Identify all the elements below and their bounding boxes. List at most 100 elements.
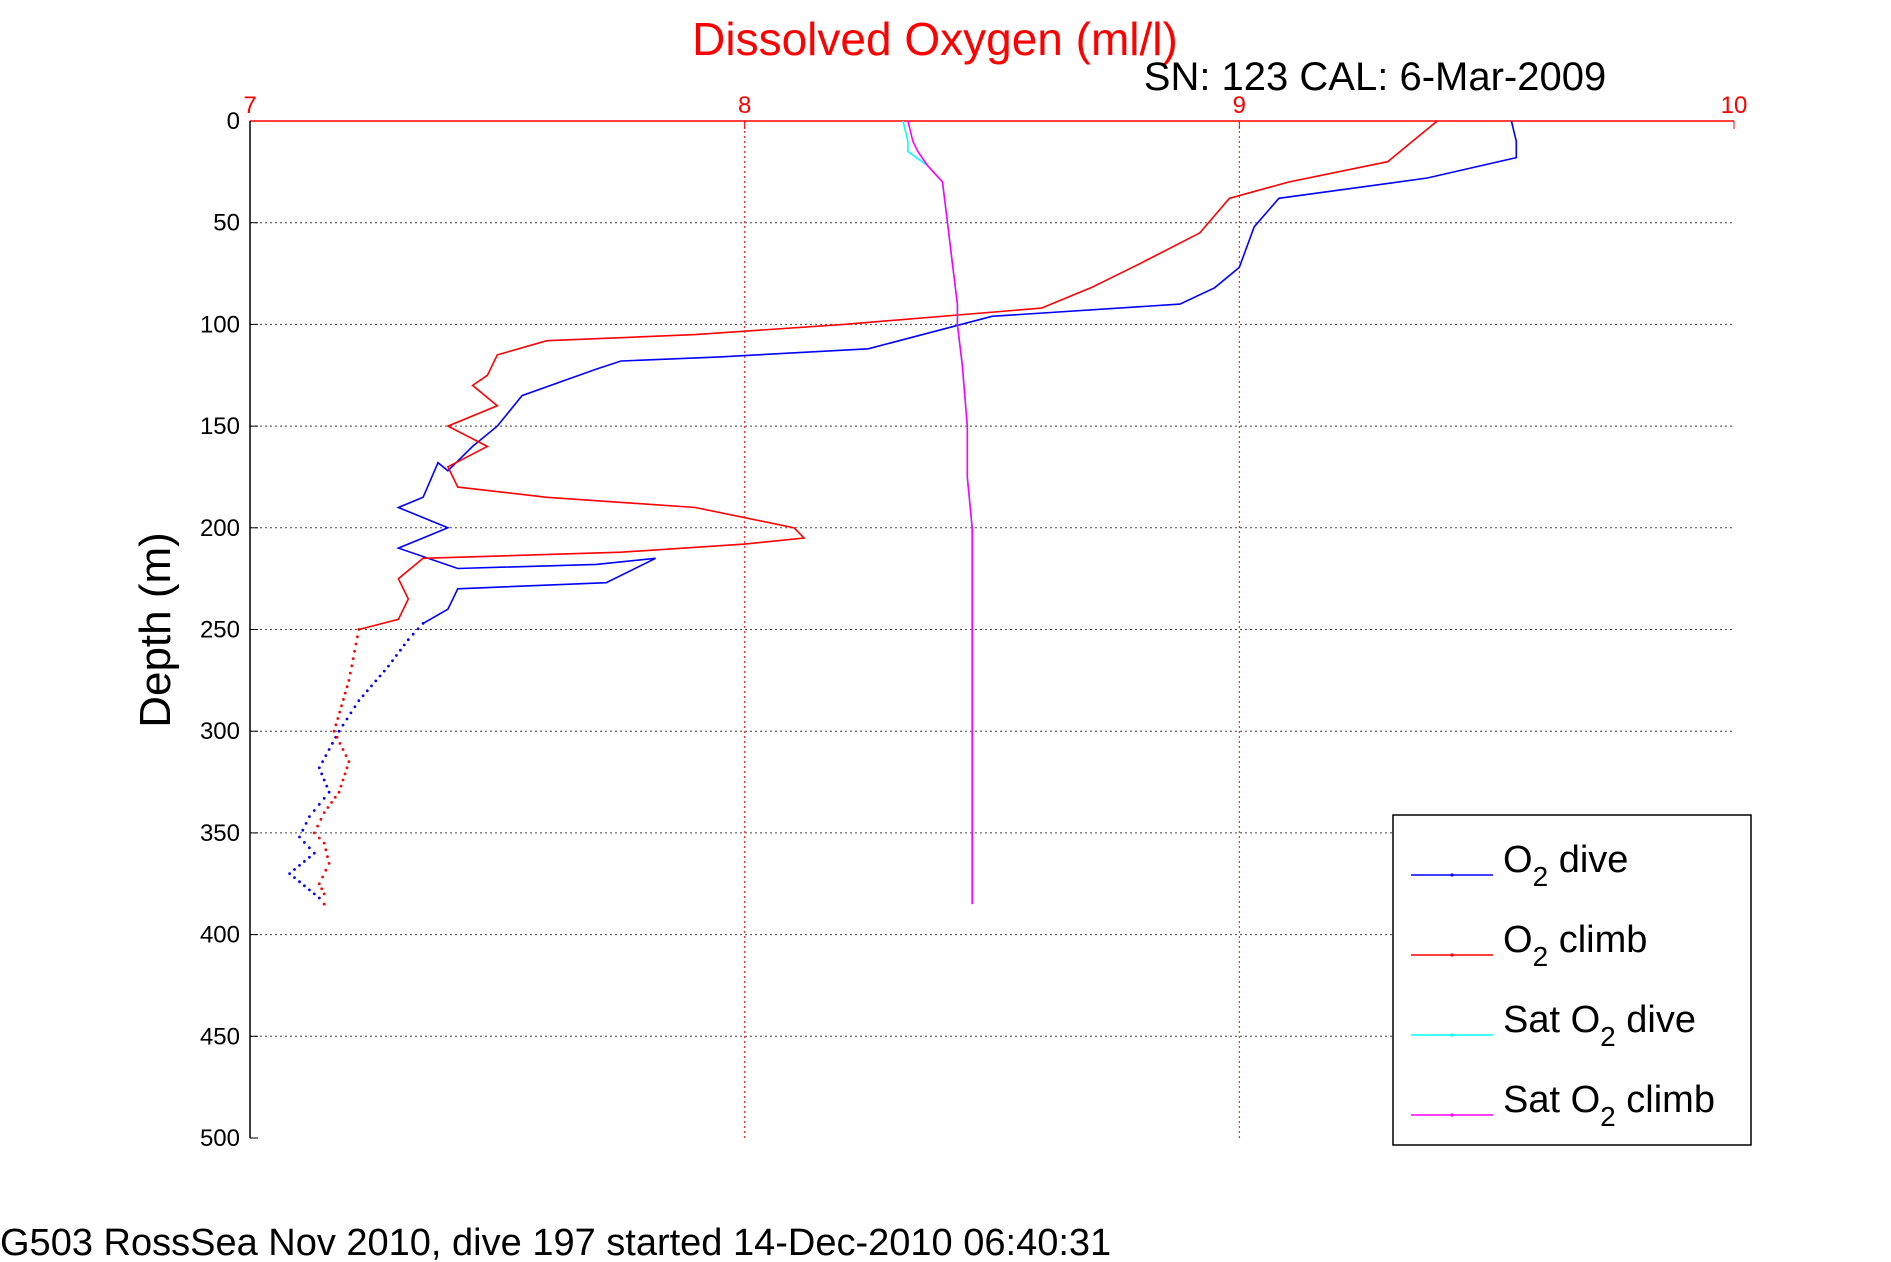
series-point-o2_dive bbox=[301, 828, 305, 832]
series-point-o2_climb bbox=[354, 642, 358, 646]
series-point-o2_dive bbox=[378, 674, 382, 678]
series-point-o2_climb bbox=[348, 671, 352, 675]
series-point-o2_dive bbox=[357, 699, 361, 703]
series-point-o2_dive bbox=[327, 748, 331, 751]
series-point-o2_dive bbox=[312, 809, 316, 812]
series-point-o2_climb bbox=[319, 817, 323, 821]
series-point-o2_climb bbox=[353, 649, 356, 653]
series-o2_dive bbox=[288, 120, 1518, 906]
series-point-o2_dive bbox=[416, 627, 420, 631]
legend-label-subscript: 2 bbox=[1600, 1021, 1616, 1052]
series-point-o2_dive bbox=[353, 705, 357, 709]
series-point-o2_dive bbox=[361, 694, 365, 698]
series-point-o2_dive bbox=[317, 896, 321, 900]
series-point-o2_climb bbox=[350, 664, 354, 668]
series-line-o2_dive bbox=[396, 120, 1518, 625]
series-point-o2_dive bbox=[312, 892, 316, 896]
series-point-o2_dive bbox=[406, 638, 410, 642]
series-point-o2_climb bbox=[334, 723, 338, 727]
x-tick-label-0: 7 bbox=[243, 92, 256, 119]
legend-label-o2_climb: O2 climb bbox=[1503, 919, 1647, 972]
series-point-o2_climb bbox=[326, 855, 329, 858]
series-point-o2_climb bbox=[341, 748, 345, 751]
series-point-o2_climb bbox=[321, 875, 324, 879]
series-point-o2_climb bbox=[324, 868, 328, 872]
legend-label-sat_o2_dive: Sat O2 dive bbox=[1503, 999, 1696, 1052]
series-point-o2_climb bbox=[344, 754, 348, 757]
series-point-o2_dive bbox=[331, 742, 334, 745]
series-point-o2_dive bbox=[288, 872, 291, 875]
legend-label-suffix: climb bbox=[1616, 1079, 1715, 1121]
series-point-o2_climb bbox=[317, 836, 321, 840]
series-point-o2_dive bbox=[308, 888, 311, 892]
series-point-o2_dive bbox=[387, 664, 390, 668]
series-point-o2_dive bbox=[298, 835, 301, 839]
series-point-o2_climb bbox=[337, 790, 341, 794]
x-tick-label-3: 10 bbox=[1721, 92, 1748, 119]
series-point-o2_climb bbox=[332, 729, 336, 733]
chart-subtitle: SN: 123 CAL: 6-Mar-2009 bbox=[1144, 55, 1606, 99]
legend-label-o2_dive: O2 dive bbox=[1503, 839, 1628, 892]
series-point-o2_climb bbox=[327, 862, 331, 865]
series-point-o2_dive bbox=[293, 876, 296, 879]
x-tick-label-2: 9 bbox=[1233, 92, 1246, 119]
series-point-o2_climb bbox=[317, 882, 321, 886]
series-point-o2_climb bbox=[322, 892, 326, 896]
series-point-o2_dive bbox=[391, 659, 394, 663]
series-point-o2_dive bbox=[382, 669, 386, 673]
legend-label-sat_o2_climb: Sat O2 climb bbox=[1503, 1079, 1715, 1132]
y-tick-label-5: 250 bbox=[200, 617, 240, 644]
series-point-o2_dive bbox=[337, 729, 341, 733]
series-point-o2_dive bbox=[399, 648, 402, 652]
series-point-o2_climb bbox=[341, 778, 345, 782]
series-point-o2_dive bbox=[341, 723, 345, 727]
series-point-o2_dive bbox=[324, 754, 328, 757]
series-point-o2_climb bbox=[336, 717, 340, 720]
legend-label-prefix: Sat O bbox=[1503, 999, 1600, 1041]
series-point-o2_climb bbox=[335, 735, 339, 739]
series-point-o2_climb bbox=[312, 831, 316, 835]
series-point-o2_climb bbox=[330, 801, 333, 804]
y-tick-label-1: 50 bbox=[213, 210, 240, 237]
series-point-o2_dive bbox=[374, 679, 378, 683]
series-point-o2_dive bbox=[303, 884, 306, 888]
series-point-o2_dive bbox=[304, 822, 308, 825]
series-point-o2_climb bbox=[322, 811, 326, 814]
series-point-o2_dive bbox=[321, 760, 324, 764]
series-point-o2_dive bbox=[320, 772, 324, 776]
y-tick-label-0: 0 bbox=[227, 108, 240, 135]
series-point-o2_dive bbox=[317, 803, 321, 806]
series-point-o2_dive bbox=[322, 778, 326, 782]
series-sat_o2_dive bbox=[902, 120, 973, 905]
series-point-o2_climb bbox=[338, 710, 342, 714]
series-point-o2_dive bbox=[322, 796, 326, 800]
series-point-o2_climb bbox=[347, 760, 351, 764]
series-point-o2_climb bbox=[343, 691, 347, 695]
legend-marker-o2_climb bbox=[1450, 953, 1454, 957]
series-point-o2_dive bbox=[293, 868, 296, 871]
legend-box bbox=[1392, 814, 1752, 1146]
series-point-o2_climb bbox=[320, 887, 324, 891]
legend-label-prefix: O bbox=[1503, 839, 1533, 881]
series-point-o2_climb bbox=[343, 772, 347, 776]
series-point-o2_dive bbox=[303, 841, 306, 844]
series-point-o2_dive bbox=[365, 689, 369, 693]
y-tick-label-2: 100 bbox=[200, 311, 240, 338]
y-tick-label-8: 400 bbox=[200, 922, 240, 949]
series-point-o2_dive bbox=[317, 766, 321, 770]
x-tick-label-1: 8 bbox=[738, 92, 751, 119]
series-line-o2_climb bbox=[358, 120, 1438, 631]
series-line-sat_o2_dive bbox=[902, 120, 973, 905]
y-tick-label-7: 350 bbox=[200, 820, 240, 847]
series-line-sat_o2_climb bbox=[907, 120, 973, 905]
series-layer bbox=[288, 120, 1518, 906]
legend-label-prefix: Sat O bbox=[1503, 1079, 1600, 1121]
series-point-o2_dive bbox=[298, 880, 301, 884]
legend-marker-sat_o2_climb bbox=[1450, 1113, 1454, 1117]
series-o2_climb bbox=[312, 120, 1438, 906]
series-point-o2_climb bbox=[338, 742, 342, 745]
series-point-o2_dive bbox=[308, 846, 311, 850]
series-point-o2_dive bbox=[308, 815, 311, 818]
series-point-o2_climb bbox=[333, 795, 337, 799]
